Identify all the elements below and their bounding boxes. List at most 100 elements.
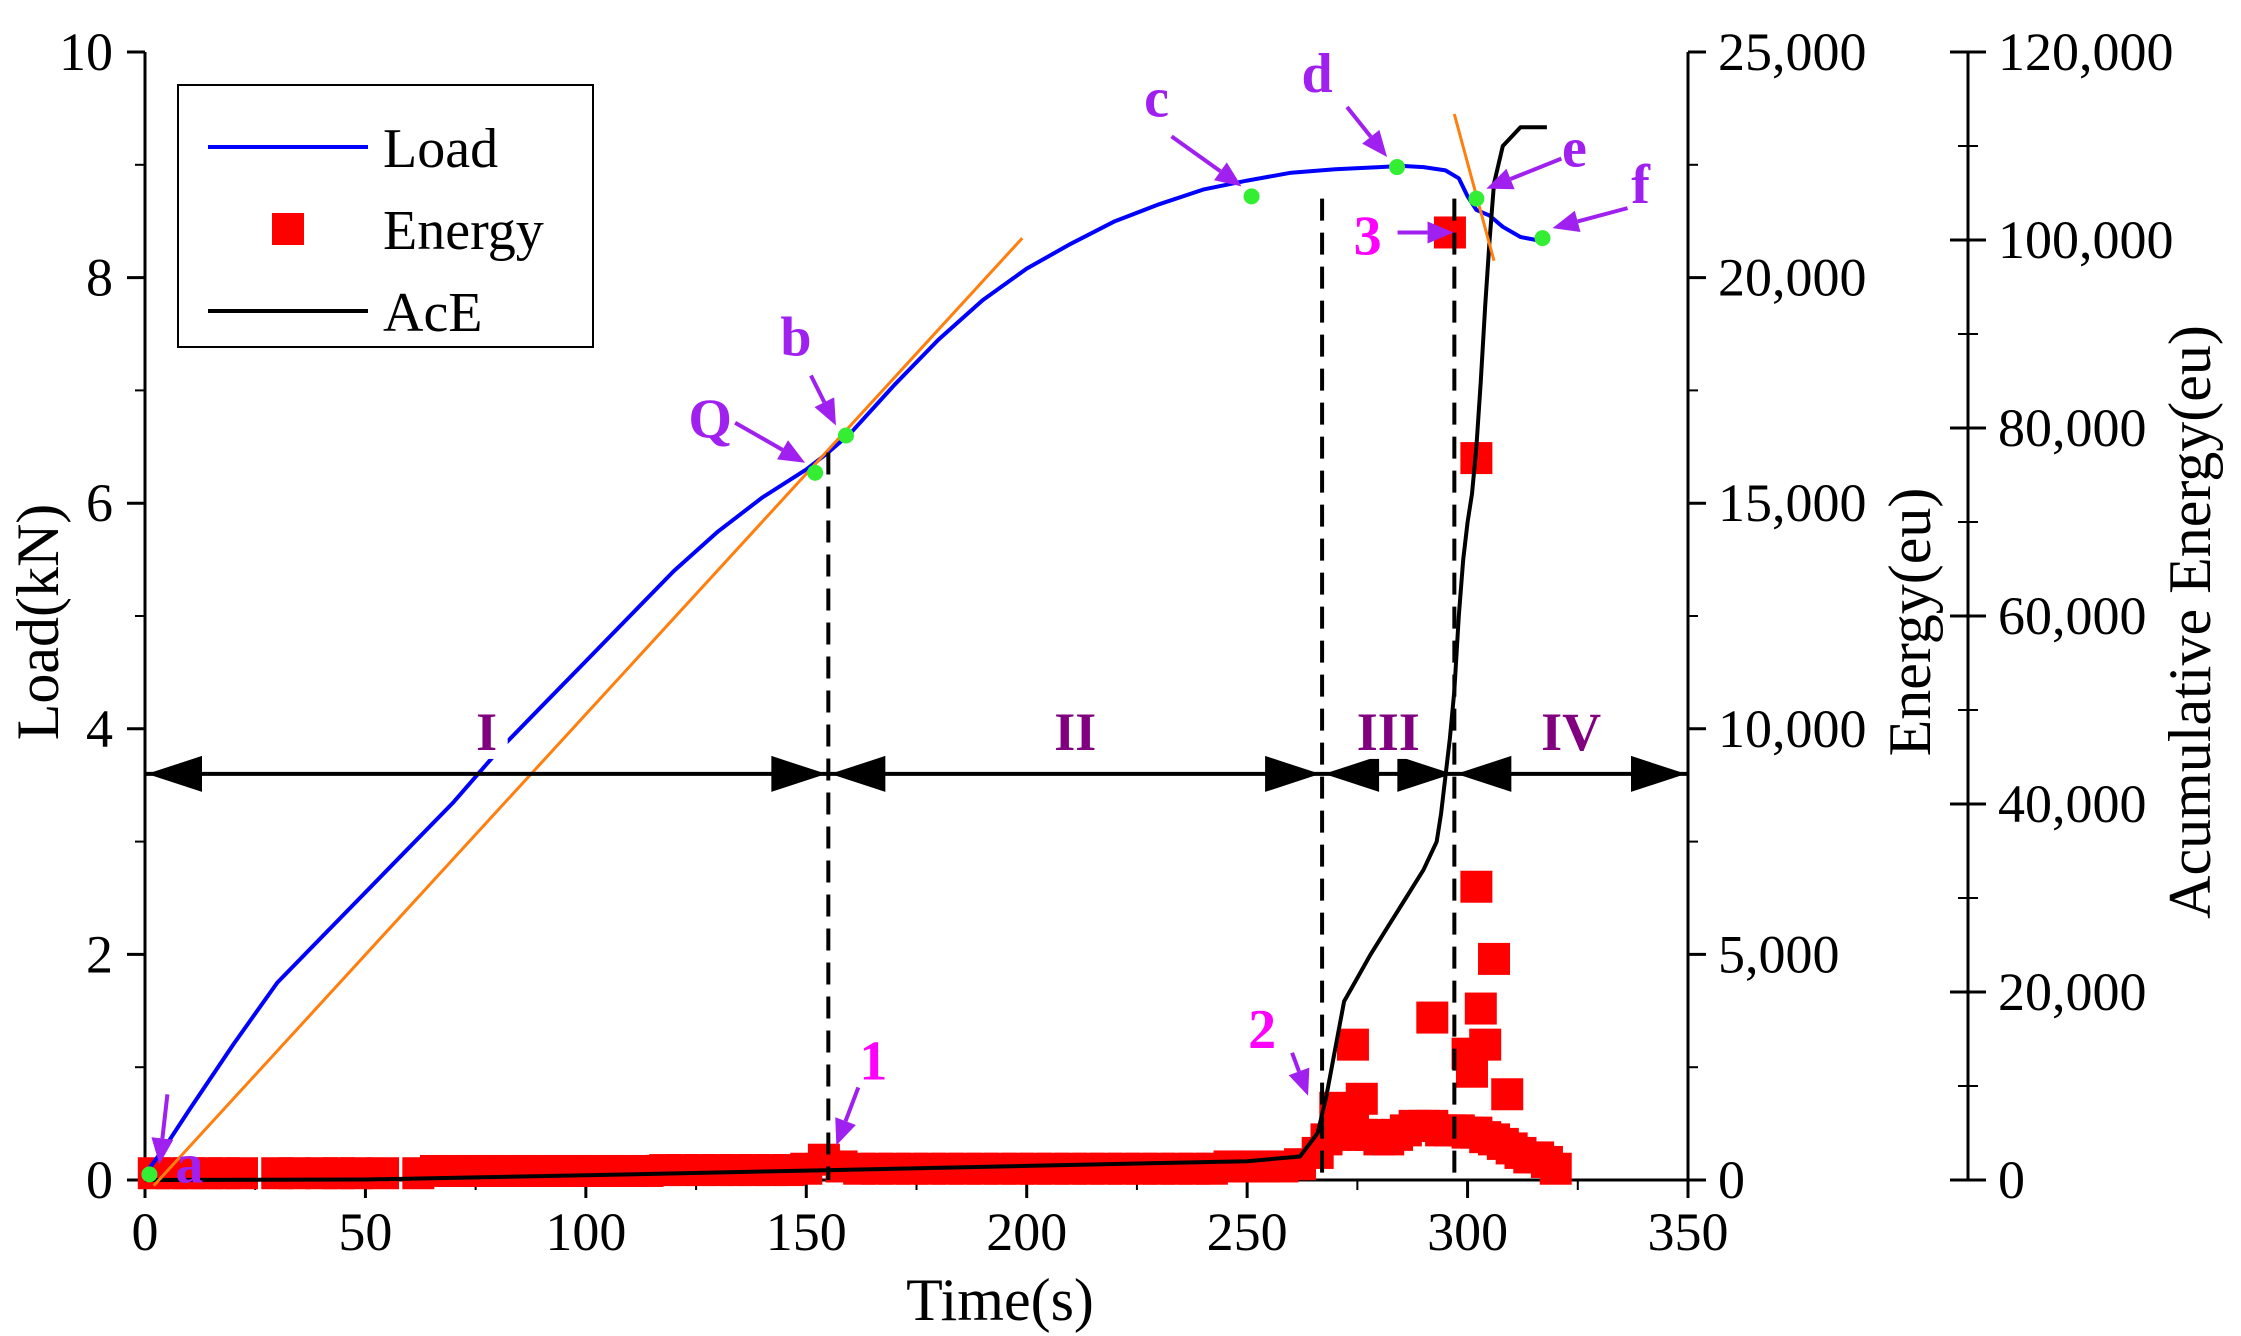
annotation-arrow bbox=[734, 421, 784, 452]
point-marker bbox=[1534, 230, 1551, 247]
stage-label-bg bbox=[1043, 703, 1108, 759]
annotation-arrowhead bbox=[1427, 221, 1454, 244]
energy-point bbox=[1451, 1037, 1484, 1070]
stage-arrowhead bbox=[1324, 755, 1380, 792]
point-label: b bbox=[780, 307, 811, 369]
load-tick-label: 8 bbox=[86, 248, 113, 308]
legend-swatch bbox=[272, 213, 304, 245]
energy-tick-label: 25,000 bbox=[1718, 22, 1867, 82]
stage-label-bg bbox=[1345, 703, 1432, 759]
energy-point bbox=[1539, 1152, 1572, 1185]
x-axis: 0 50 100 150 200 250 300 350 bbox=[132, 1180, 1729, 1262]
energy-tick-label: 20,000 bbox=[1718, 248, 1867, 308]
ace-tick-label: 120,000 bbox=[1998, 22, 2174, 82]
ace-axis-title: Acumulative Energy(eu) bbox=[2157, 325, 2223, 919]
annotation-arrowhead bbox=[777, 440, 806, 463]
annotations: a Qb c d ef 1 2 3 bbox=[141, 43, 1651, 1195]
load-tick-label: 2 bbox=[86, 924, 113, 984]
energy-tick-label: 15,000 bbox=[1718, 473, 1867, 533]
ace-tick-label: 20,000 bbox=[1998, 962, 2147, 1022]
legend-label: Energy bbox=[383, 200, 544, 262]
point-label: Q bbox=[688, 389, 732, 451]
stage-arrowhead bbox=[830, 755, 886, 792]
energy-point bbox=[1336, 1028, 1369, 1061]
annotation-arrowhead bbox=[1552, 210, 1581, 233]
energy-tick-label: 5,000 bbox=[1718, 924, 1840, 984]
point-label: c bbox=[1144, 67, 1169, 129]
energy-point bbox=[1491, 1078, 1524, 1111]
load-tick-label: 0 bbox=[86, 1150, 113, 1210]
ace-tick-label: 80,000 bbox=[1998, 398, 2147, 458]
stage-divisions: I II III IV bbox=[145, 198, 1688, 1180]
annotation-arrowhead bbox=[814, 397, 836, 426]
point-marker bbox=[1243, 188, 1260, 205]
point-marker bbox=[1468, 190, 1485, 207]
load-axis-title: Load(kN) bbox=[5, 504, 71, 741]
stage-label: I bbox=[476, 702, 497, 762]
annotation-arrow bbox=[1170, 134, 1222, 173]
energy-point bbox=[1345, 1082, 1378, 1115]
x-tick-label: 250 bbox=[1207, 1202, 1288, 1262]
energy-axis: 0 5,000 10,000 15,000 20,000 25,000 bbox=[1688, 22, 1867, 1210]
point-marker bbox=[1389, 159, 1406, 176]
point-label: f bbox=[1631, 154, 1651, 216]
point-marker bbox=[837, 427, 854, 444]
energy-tick-label: 0 bbox=[1718, 1150, 1745, 1210]
x-tick-label: 0 bbox=[132, 1202, 159, 1262]
stage-label: II bbox=[1054, 702, 1096, 762]
point-label: d bbox=[1301, 43, 1332, 105]
annotation-arrowhead bbox=[151, 1137, 174, 1165]
x-tick-label: 150 bbox=[766, 1202, 847, 1262]
annotation-arrowhead bbox=[1288, 1067, 1310, 1096]
energy-point bbox=[1416, 1001, 1449, 1034]
annotation-arrow bbox=[1577, 206, 1629, 224]
annotation-arrow bbox=[843, 1086, 861, 1122]
stage-arrowhead bbox=[1631, 755, 1686, 792]
tangent-1-line bbox=[152, 237, 1024, 1187]
load-axis: 0 2 4 6 8 10 bbox=[59, 22, 145, 1210]
annotation-arrowhead bbox=[1214, 162, 1242, 187]
stage-arrowhead bbox=[771, 755, 827, 792]
load-tick-label: 6 bbox=[86, 473, 113, 533]
energy-axis-title: Energy(eu) bbox=[1877, 488, 1943, 757]
ace-axis: 0 20,000 40,000 60,000 80,000 100,000 120,000 bbox=[1950, 22, 2174, 1210]
stage-label-bg bbox=[465, 703, 508, 759]
legend-label: Load bbox=[383, 118, 498, 180]
ace-tick-label: 100,000 bbox=[1998, 210, 2174, 270]
stage-arrowhead bbox=[1456, 755, 1512, 792]
ace-tick-label: 0 bbox=[1998, 1150, 2025, 1210]
ace-tick-label: 40,000 bbox=[1998, 774, 2147, 834]
load-tick-label: 4 bbox=[86, 699, 113, 759]
stage-label: III bbox=[1357, 702, 1420, 762]
x-tick-label: 200 bbox=[986, 1202, 1067, 1262]
stage-arrowhead bbox=[1265, 755, 1321, 792]
energy-point bbox=[367, 1157, 400, 1190]
point-label: e bbox=[1562, 118, 1587, 180]
load-tick-label: 10 bbox=[59, 22, 113, 82]
point-marker bbox=[141, 1166, 158, 1183]
energy-event-label: 3 bbox=[1354, 205, 1382, 267]
load-line bbox=[143, 163, 1548, 1176]
annotation-arrow bbox=[1345, 105, 1373, 139]
stage-label: IV bbox=[1541, 702, 1601, 762]
annotation-arrow bbox=[160, 1094, 170, 1139]
legend-label: AcE bbox=[383, 282, 483, 344]
legend: Load Energy AcE bbox=[177, 84, 594, 348]
stage-label-bg bbox=[1539, 703, 1604, 759]
annotation-arrowhead bbox=[835, 1117, 856, 1146]
annotation-arrowhead bbox=[1486, 168, 1515, 190]
stage-arrowhead bbox=[147, 755, 202, 792]
energy-point bbox=[225, 1157, 258, 1190]
energy-point bbox=[1464, 992, 1497, 1025]
annotation-arrow bbox=[809, 374, 827, 404]
point-label: a bbox=[175, 1133, 203, 1195]
annotation-arrow bbox=[1509, 156, 1563, 181]
legend-box bbox=[177, 84, 594, 348]
energy-tick-label: 10,000 bbox=[1718, 699, 1867, 759]
stage-arrowhead bbox=[1397, 755, 1453, 792]
tangent-2-line bbox=[1452, 113, 1496, 262]
point-marker bbox=[807, 464, 824, 481]
annotation-arrowhead bbox=[1362, 129, 1388, 158]
x-tick-label: 300 bbox=[1427, 1202, 1508, 1262]
